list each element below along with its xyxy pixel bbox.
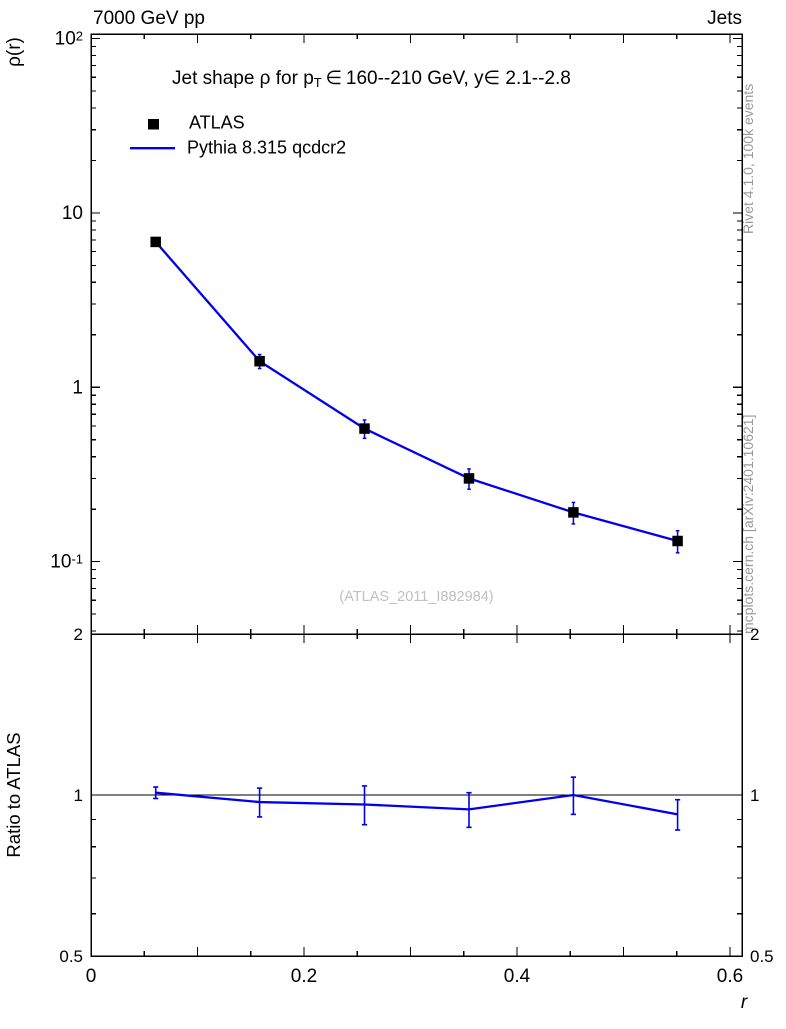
svg-text:ρ(r): ρ(r) bbox=[4, 37, 25, 67]
svg-text:mcplots.cern.ch [arXiv:2401.10: mcplots.cern.ch [arXiv:2401.10621] bbox=[740, 415, 756, 634]
svg-text:(ATLAS_2011_I882984): (ATLAS_2011_I882984) bbox=[339, 589, 493, 605]
svg-text:1: 1 bbox=[74, 786, 83, 805]
svg-text:10: 10 bbox=[62, 203, 83, 224]
svg-text:0.4: 0.4 bbox=[504, 966, 531, 987]
svg-text:r: r bbox=[741, 992, 748, 1013]
svg-text:Ratio to ATLAS: Ratio to ATLAS bbox=[3, 732, 24, 857]
svg-text:0.6: 0.6 bbox=[717, 966, 743, 987]
svg-text:Jet shape ρ for pT ∈ 160--210: Jet shape ρ for pT ∈ 160--210 GeV, y∈ 2.… bbox=[172, 68, 571, 90]
svg-text:0: 0 bbox=[86, 966, 97, 987]
svg-text:1: 1 bbox=[72, 377, 83, 398]
svg-text:0.5: 0.5 bbox=[59, 947, 83, 966]
svg-text:1: 1 bbox=[750, 786, 759, 805]
svg-text:Jets: Jets bbox=[707, 8, 742, 29]
svg-text:Pythia 8.315 qcdcr2: Pythia 8.315 qcdcr2 bbox=[187, 138, 346, 158]
svg-text:7000 GeV pp: 7000 GeV pp bbox=[93, 8, 205, 29]
svg-text:2: 2 bbox=[74, 625, 83, 644]
svg-text:ATLAS: ATLAS bbox=[189, 113, 245, 133]
svg-text:Rivet 4.1.0, 100k events: Rivet 4.1.0, 100k events bbox=[740, 84, 756, 234]
svg-text:0.5: 0.5 bbox=[750, 947, 774, 966]
svg-text:0.2: 0.2 bbox=[291, 966, 317, 987]
